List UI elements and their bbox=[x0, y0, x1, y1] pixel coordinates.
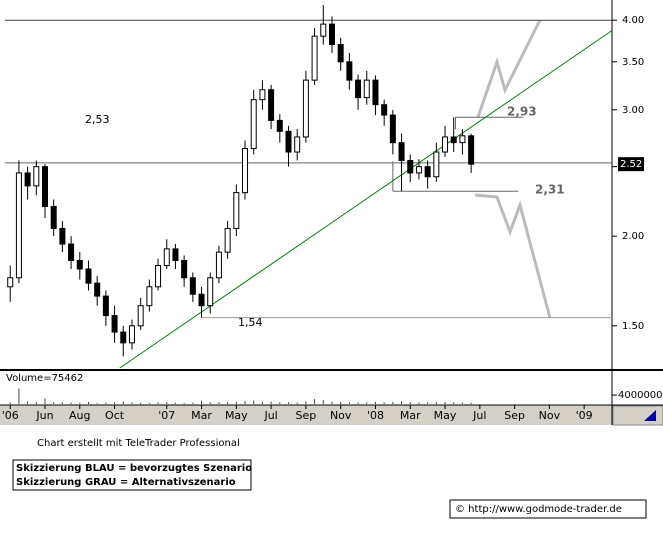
candle-body bbox=[102, 295, 109, 317]
candle-body bbox=[215, 251, 222, 279]
y-tick-label: 1.50 bbox=[622, 321, 644, 332]
candle-body bbox=[24, 172, 31, 187]
candle-body bbox=[137, 305, 144, 327]
candle-body bbox=[111, 315, 118, 333]
y-tick-label: 3.00 bbox=[622, 105, 644, 116]
x-tick-label: May bbox=[434, 409, 457, 422]
candle-body bbox=[7, 277, 14, 288]
x-tick-label: '09 bbox=[576, 409, 593, 422]
candle-body bbox=[302, 79, 309, 138]
candle-body bbox=[172, 248, 179, 261]
x-tick-label: Jul bbox=[263, 409, 277, 422]
candle-body bbox=[42, 166, 49, 207]
corner-icon bbox=[644, 410, 656, 421]
x-tick-label: '07 bbox=[158, 409, 175, 422]
volume-tick-label: 4000000 bbox=[618, 390, 663, 401]
volume-label: Volume=75462 bbox=[6, 373, 83, 384]
x-tick-label: Mar bbox=[191, 409, 212, 422]
candle-body bbox=[268, 89, 275, 121]
candle-body bbox=[198, 293, 205, 307]
candle-body bbox=[50, 205, 57, 229]
level-label: 1,54 bbox=[238, 316, 263, 329]
candle-body bbox=[94, 282, 101, 297]
candle-body bbox=[163, 248, 170, 267]
candle-body bbox=[433, 151, 440, 178]
candle-body bbox=[320, 23, 327, 37]
level-label: 2,93 bbox=[507, 105, 537, 119]
candle-body bbox=[346, 61, 353, 81]
legend-line: Skizzierung BLAU = bevorzugtes Szenario bbox=[16, 463, 252, 474]
legend-box bbox=[12, 459, 252, 491]
candle-body bbox=[76, 259, 83, 270]
candle-body bbox=[181, 259, 188, 279]
candle-body bbox=[311, 35, 318, 81]
candle-body bbox=[398, 142, 405, 161]
candle-body bbox=[128, 325, 135, 344]
candle-body bbox=[33, 166, 40, 187]
scenario-down bbox=[474, 193, 552, 319]
y-tick-label: 3.50 bbox=[622, 57, 644, 68]
candle-body bbox=[407, 159, 414, 174]
candle-body bbox=[450, 136, 457, 144]
candle-body bbox=[381, 104, 388, 116]
candle-body bbox=[389, 114, 396, 144]
x-tick-label: Oct bbox=[105, 409, 125, 422]
x-tick-label: Mar bbox=[400, 409, 421, 422]
candle-body bbox=[363, 79, 370, 99]
candle-body bbox=[285, 130, 292, 153]
footer: Chart erstellt mit TeleTrader Profession… bbox=[37, 438, 240, 449]
candle-body bbox=[189, 277, 196, 295]
candle-body bbox=[242, 147, 249, 194]
candle-body bbox=[146, 286, 153, 307]
candle-body bbox=[207, 277, 214, 307]
candle-body bbox=[294, 136, 301, 153]
candle-body bbox=[372, 79, 379, 106]
x-tick-label: Jun bbox=[35, 409, 53, 422]
candle-body bbox=[85, 268, 92, 284]
candle-body bbox=[415, 166, 422, 174]
candle-body bbox=[259, 89, 266, 101]
candle-body bbox=[250, 99, 257, 149]
copyright: © http://www.godmode-trader.de bbox=[455, 504, 622, 515]
level-label: 2,31 bbox=[535, 183, 565, 197]
scenario-up bbox=[476, 19, 542, 118]
level-label: 2,53 bbox=[85, 113, 110, 126]
x-tick-label: '06 bbox=[2, 409, 19, 422]
x-tick-label: '08 bbox=[367, 409, 384, 422]
candle-body bbox=[424, 166, 431, 178]
candle-body bbox=[120, 331, 127, 344]
candle-body bbox=[355, 79, 362, 99]
x-axis-band bbox=[0, 405, 663, 425]
candle-body bbox=[68, 243, 75, 261]
x-tick-label: Jul bbox=[472, 409, 486, 422]
candle-body bbox=[328, 23, 335, 45]
legend-line: Skizzierung GRAU = Alternativszenario bbox=[16, 477, 236, 488]
last-price-box bbox=[618, 157, 644, 172]
candle-body bbox=[337, 43, 344, 63]
x-tick-label: Sep bbox=[296, 409, 317, 422]
candle-body bbox=[15, 172, 22, 279]
candle-body bbox=[459, 135, 466, 144]
copyright-box bbox=[449, 499, 647, 519]
x-tick-label: Sep bbox=[504, 409, 525, 422]
candle-body bbox=[468, 135, 475, 165]
x-tick-label: Nov bbox=[539, 409, 561, 422]
candle-body bbox=[233, 192, 240, 229]
x-tick-label: May bbox=[225, 409, 248, 422]
y-tick-label: 2.00 bbox=[622, 231, 644, 242]
candle-body bbox=[442, 136, 449, 153]
candle-body bbox=[59, 227, 66, 245]
last-price-label: 2.52 bbox=[620, 159, 642, 170]
candle-body bbox=[155, 265, 162, 288]
x-tick-label: Nov bbox=[330, 409, 352, 422]
y-tick-label: 4.00 bbox=[622, 15, 644, 26]
candle-body bbox=[276, 119, 283, 132]
x-tick-label: Aug bbox=[69, 409, 90, 422]
candle-body bbox=[224, 227, 231, 253]
